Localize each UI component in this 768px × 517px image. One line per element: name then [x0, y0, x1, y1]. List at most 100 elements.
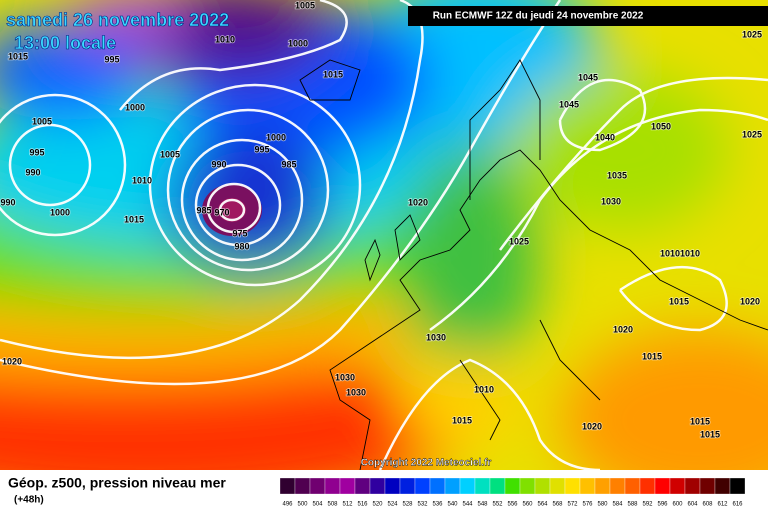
scale-label: 592 — [642, 502, 653, 508]
scale-swatch — [354, 477, 371, 495]
isobar-label: 1020 — [2, 356, 22, 366]
isobar-label: 1015 — [8, 51, 28, 61]
scale-label: 576 — [582, 502, 593, 508]
scale-swatch — [339, 477, 356, 495]
isobar-label: 995 — [104, 54, 119, 64]
scale-label: 568 — [552, 502, 563, 508]
isobar-label: 1010 — [132, 175, 152, 185]
isobar-label: 1020 — [408, 197, 428, 207]
isobar-label: 1015 — [642, 351, 662, 361]
isobar-label: 1025 — [509, 236, 529, 246]
isobar-label: 1030 — [601, 196, 621, 206]
scale-swatch — [654, 477, 671, 495]
scale-swatch — [459, 477, 476, 495]
isobar-label: 1015 — [124, 214, 144, 224]
isobar-label: 1020 — [740, 296, 760, 306]
scale-swatch — [669, 477, 686, 495]
isobar-label: 1010 — [660, 248, 680, 258]
isobar-label: 980 — [234, 241, 249, 251]
scale-swatch — [699, 477, 716, 495]
isobar-label: 1000 — [125, 102, 145, 112]
isobar-label: 1015 — [452, 415, 472, 425]
scale-label: 560 — [522, 502, 533, 508]
isobar-label: 990 — [0, 197, 15, 207]
scale-label: 608 — [702, 502, 713, 508]
scale-swatch — [624, 477, 641, 495]
isobar-label: 1015 — [323, 69, 343, 79]
scale-swatch — [369, 477, 386, 495]
isobar-label: 1010 — [215, 34, 235, 44]
scale-label: 572 — [567, 502, 578, 508]
isobar-label: 995 — [254, 144, 269, 154]
scale-swatch — [324, 477, 341, 495]
isobar-label: 1045 — [578, 72, 598, 82]
scale-label: 508 — [327, 502, 338, 508]
scale-swatch — [609, 477, 626, 495]
isobar-label: 1035 — [607, 170, 627, 180]
lead-time: (+48h) — [14, 495, 44, 506]
isobar-label: 1000 — [288, 38, 308, 48]
scale-swatch — [684, 477, 701, 495]
scale-label: 616 — [732, 502, 743, 508]
scale-swatch — [414, 477, 431, 495]
scale-swatch — [519, 477, 536, 495]
scale-swatch — [594, 477, 611, 495]
scale-swatch — [564, 477, 581, 495]
scale-swatch — [384, 477, 401, 495]
scale-swatch — [429, 477, 446, 495]
isobar-label: 1005 — [32, 116, 52, 126]
scale-label: 548 — [477, 502, 488, 508]
isobar-label: 995 — [29, 147, 44, 157]
scale-swatch — [714, 477, 731, 495]
scale-label: 584 — [612, 502, 623, 508]
scale-label: 544 — [462, 502, 473, 508]
scale-label: 516 — [357, 502, 368, 508]
isobar-label: 1030 — [426, 332, 446, 342]
isobar-label: 1010 — [680, 248, 700, 258]
scale-swatch — [639, 477, 656, 495]
scale-label: 596 — [657, 502, 668, 508]
scale-label: 564 — [537, 502, 548, 508]
isobar-label: 970 — [214, 207, 229, 217]
isobar-label: 1025 — [742, 29, 762, 39]
scale-label: 556 — [507, 502, 518, 508]
isobar-label: 990 — [25, 167, 40, 177]
scale-label: 496 — [282, 502, 293, 508]
scale-swatch — [309, 477, 326, 495]
scale-swatch — [534, 477, 551, 495]
scale-label: 504 — [312, 502, 323, 508]
scale-swatch — [444, 477, 461, 495]
scale-label: 580 — [597, 502, 608, 508]
scale-swatch — [489, 477, 506, 495]
scale-label: 520 — [372, 502, 383, 508]
isobar-label: 1015 — [690, 416, 710, 426]
isobar-label: 1015 — [700, 429, 720, 439]
isobar-label: 1010 — [474, 384, 494, 394]
isobar-label: 1000 — [266, 132, 286, 142]
scale-label: 532 — [417, 502, 428, 508]
map-date: samedi 26 novembre 2022 — [6, 10, 229, 30]
scale-swatch — [279, 477, 296, 495]
scale-swatch — [549, 477, 566, 495]
scale-label: 524 — [387, 502, 398, 508]
map-time: 13:00 locale — [14, 33, 116, 53]
isobar-label: 1020 — [582, 421, 602, 431]
isobar-label: 985 — [281, 159, 296, 169]
scale-label: 604 — [687, 502, 698, 508]
isobar-label: 1045 — [559, 99, 579, 109]
isobar-label: 1030 — [346, 387, 366, 397]
scale-label: 588 — [627, 502, 638, 508]
run-info: Run ECMWF 12Z du jeudi 24 novembre 2022 — [433, 11, 644, 22]
scale-label: 528 — [402, 502, 413, 508]
run-banner — [408, 6, 768, 26]
scale-label: 612 — [717, 502, 728, 508]
isobar-label: 1020 — [613, 324, 633, 334]
isobar-label: 1005 — [295, 0, 315, 10]
scale-label: 600 — [672, 502, 683, 508]
scale-swatch — [399, 477, 416, 495]
isobar-label: 990 — [211, 159, 226, 169]
isobar-label: 1005 — [160, 149, 180, 159]
scale-swatch — [729, 477, 746, 495]
